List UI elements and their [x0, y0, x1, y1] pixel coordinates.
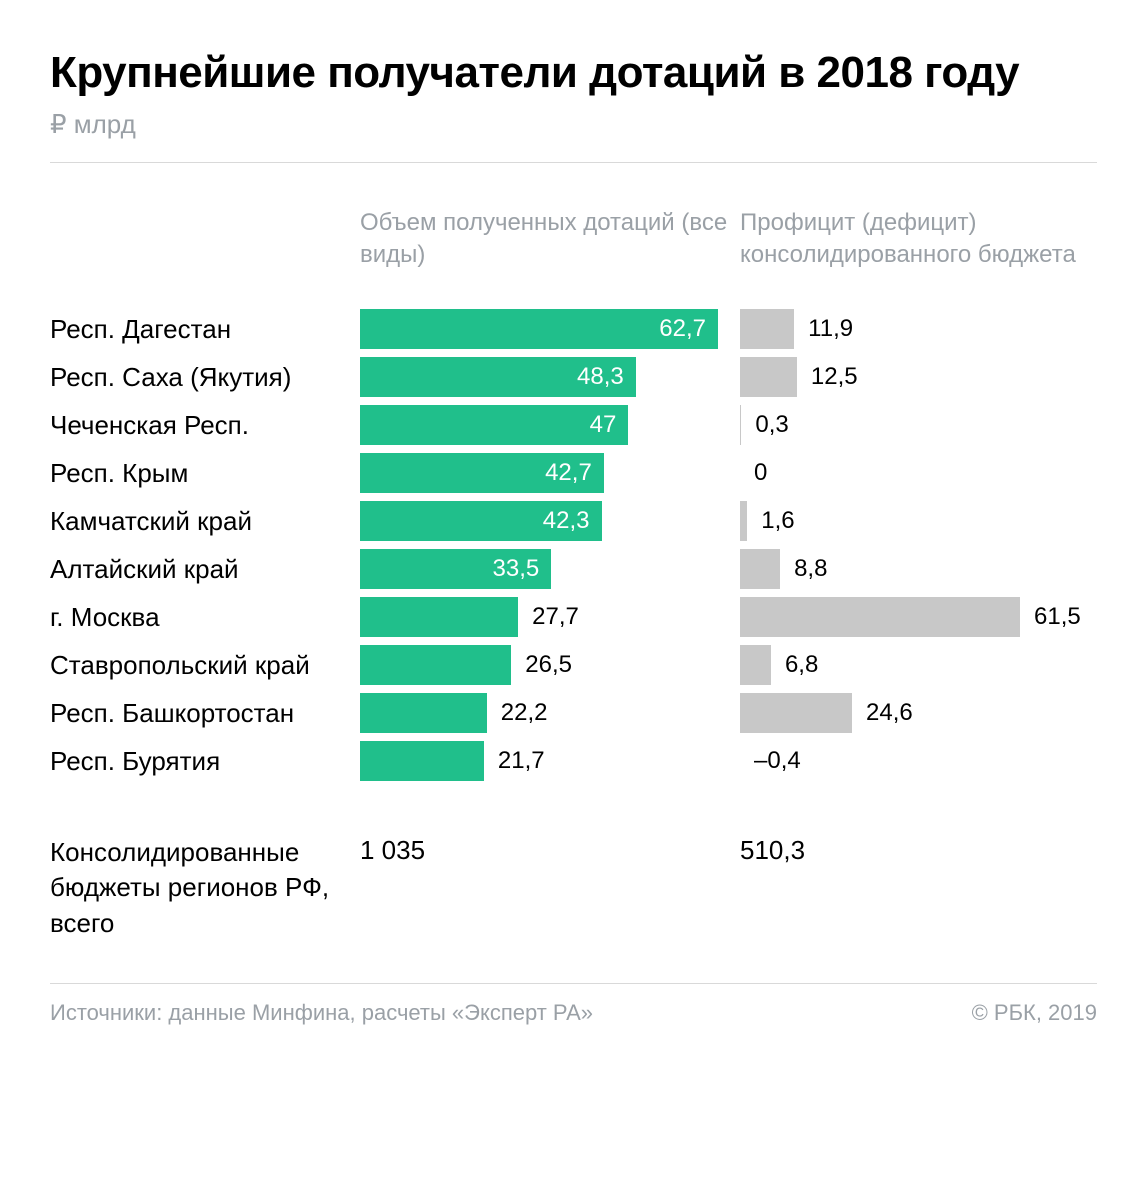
bar-surplus [740, 501, 747, 541]
bar-cell-surplus: 24,6 [740, 693, 1110, 733]
bar-cell-surplus: 6,8 [740, 645, 1110, 685]
row-label: Чеченская Респ. [50, 410, 350, 441]
bar-value-surplus: 61,5 [1034, 603, 1081, 631]
bar-value-subsidies: 42,3 [543, 507, 590, 535]
chart-row: Респ. Дагестан 62,7 11,9 [50, 305, 1097, 353]
bar-subsidies: 42,7 [360, 453, 604, 493]
footer-divider [50, 983, 1097, 984]
bar-cell-subsidies: 33,5 [360, 549, 730, 589]
chart-rows: Респ. Дагестан 62,7 11,9 Респ. Саха (Якутия… [50, 305, 1097, 785]
bar-surplus [740, 693, 852, 733]
bar-cell-subsidies: 21,7 [360, 741, 730, 781]
footer-source: Источники: данные Минфина, расчеты «Эксп… [50, 1000, 593, 1026]
bar-surplus [740, 405, 741, 445]
row-label: Ставропольский край [50, 650, 350, 681]
bar-cell-subsidies: 42,7 [360, 453, 730, 493]
bar-value-surplus: –0,4 [754, 747, 801, 775]
bar-value-surplus: 12,5 [811, 363, 858, 391]
bar-value-subsidies: 42,7 [545, 459, 592, 487]
row-label: Респ. Саха (Якутия) [50, 362, 350, 393]
bar-value-subsidies: 48,3 [577, 363, 624, 391]
bar-value-subsidies: 27,7 [532, 603, 579, 631]
column-headers: Объем полученных дотаций (все виды) Проф… [50, 207, 1097, 272]
chart-row: Респ. Башкортостан 22,2 24,6 [50, 689, 1097, 737]
bar-subsidies: 42,3 [360, 501, 602, 541]
bar-value-subsidies: 62,7 [659, 315, 706, 343]
bar-surplus [740, 309, 794, 349]
bar-value-subsidies: 21,7 [498, 747, 545, 775]
chart-row: Респ. Саха (Якутия) 48,3 12,5 [50, 353, 1097, 401]
bar-value-subsidies: 47 [590, 411, 617, 439]
row-label: Респ. Бурятия [50, 746, 350, 777]
footer: Источники: данные Минфина, расчеты «Эксп… [50, 1000, 1097, 1026]
bar-cell-subsidies: 27,7 [360, 597, 730, 637]
bar-value-surplus: 11,9 [808, 315, 853, 343]
totals-row: Консолидированные бюджеты регионов РФ, в… [50, 835, 1097, 940]
bar-surplus [740, 645, 771, 685]
bar-value-surplus: 0,3 [755, 411, 788, 439]
bar-cell-subsidies: 48,3 [360, 357, 730, 397]
totals-v2: 510,3 [740, 835, 1110, 866]
bar-cell-subsidies: 47 [360, 405, 730, 445]
bar-cell-surplus: 61,5 [740, 597, 1110, 637]
row-label: Камчатский край [50, 506, 350, 537]
bar-subsidies [360, 645, 511, 685]
bar-cell-surplus: 11,9 [740, 309, 1110, 349]
totals-label: Консолидированные бюджеты регионов РФ, в… [50, 835, 350, 940]
bar-value-subsidies: 33,5 [493, 555, 540, 583]
bar-cell-surplus: –0,4 [740, 741, 1110, 781]
bar-value-surplus: 0 [754, 459, 767, 487]
bar-cell-surplus: 0,3 [740, 405, 1110, 445]
bar-value-surplus: 8,8 [794, 555, 827, 583]
bar-cell-subsidies: 42,3 [360, 501, 730, 541]
bar-cell-subsidies: 62,7 [360, 309, 730, 349]
bar-subsidies: 48,3 [360, 357, 636, 397]
bar-cell-subsidies: 22,2 [360, 693, 730, 733]
row-label: Респ. Башкортостан [50, 698, 350, 729]
col-header-spacer [50, 207, 350, 272]
chart-subtitle: ₽ млрд [50, 109, 1097, 140]
bar-value-surplus: 6,8 [785, 651, 818, 679]
bar-surplus [740, 549, 780, 589]
bar-cell-surplus: 1,6 [740, 501, 1110, 541]
col-header-1: Объем полученных дотаций (все виды) [360, 207, 730, 272]
bar-value-surplus: 1,6 [761, 507, 794, 535]
bar-value-subsidies: 22,2 [501, 699, 548, 727]
bar-surplus [740, 597, 1020, 637]
bar-subsidies: 33,5 [360, 549, 551, 589]
bar-subsidies: 47 [360, 405, 628, 445]
chart-row: Камчатский край 42,3 1,6 [50, 497, 1097, 545]
chart-row: Респ. Бурятия 21,7 –0,4 [50, 737, 1097, 785]
bar-subsidies: 62,7 [360, 309, 718, 349]
bar-cell-surplus: 0 [740, 453, 1110, 493]
chart-row: Ставропольский край 26,5 6,8 [50, 641, 1097, 689]
chart-title: Крупнейшие получатели дотаций в 2018 год… [50, 48, 1097, 99]
col-header-2: Профицит (дефицит) консолидированного бю… [740, 207, 1110, 272]
chart-row: Алтайский край 33,5 8,8 [50, 545, 1097, 593]
row-label: Респ. Крым [50, 458, 350, 489]
bar-subsidies [360, 693, 487, 733]
row-label: г. Москва [50, 602, 350, 633]
bar-value-surplus: 24,6 [866, 699, 913, 727]
totals-v1: 1 035 [360, 835, 730, 866]
bar-value-subsidies: 26,5 [525, 651, 572, 679]
bar-subsidies [360, 597, 518, 637]
chart-row: Респ. Крым 42,7 0 [50, 449, 1097, 497]
bar-subsidies [360, 741, 484, 781]
row-label: Алтайский край [50, 554, 350, 585]
chart-row: Чеченская Респ. 47 0,3 [50, 401, 1097, 449]
row-label: Респ. Дагестан [50, 314, 350, 345]
bar-cell-subsidies: 26,5 [360, 645, 730, 685]
bar-surplus [740, 357, 797, 397]
footer-copyright: © РБК, 2019 [972, 1000, 1097, 1026]
bar-cell-surplus: 8,8 [740, 549, 1110, 589]
bar-cell-surplus: 12,5 [740, 357, 1110, 397]
chart-row: г. Москва 27,7 61,5 [50, 593, 1097, 641]
top-divider [50, 162, 1097, 163]
